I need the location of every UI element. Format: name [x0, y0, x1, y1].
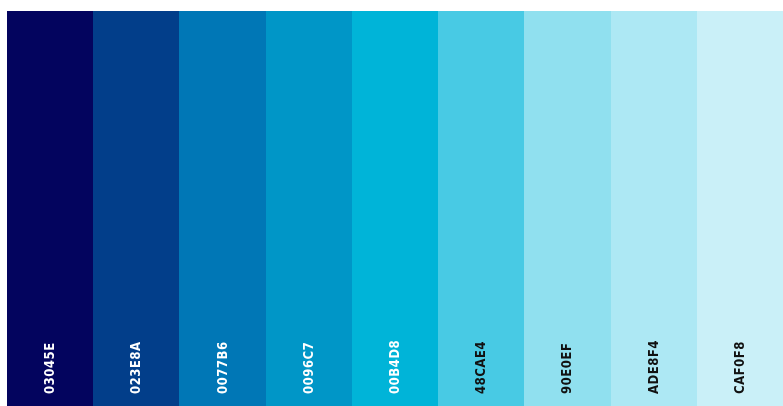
- color-swatch[interactable]: 03045E: [7, 11, 94, 406]
- swatch-hex-code: 023E8A: [129, 341, 145, 394]
- swatch-hex-code: ADE8F4: [646, 339, 662, 394]
- color-swatch[interactable]: CAF0F8: [696, 11, 783, 406]
- swatch-hex-code: 0096C7: [301, 341, 317, 394]
- color-palette: 03045E 023E8A 0077B6 0096C7 00B4D8 48CAE…: [7, 11, 783, 406]
- color-swatch[interactable]: 0077B6: [179, 11, 266, 406]
- color-swatch[interactable]: 90E0EF: [524, 11, 611, 406]
- color-swatch[interactable]: 00B4D8: [351, 11, 439, 406]
- swatch-hex-code: 90E0EF: [560, 342, 576, 394]
- swatch-hex-code: 03045E: [43, 342, 59, 394]
- color-swatch[interactable]: 0096C7: [265, 11, 352, 406]
- swatch-hex-code: 0077B6: [215, 341, 231, 394]
- swatch-hex-code: 00B4D8: [387, 339, 403, 394]
- swatch-hex-code: 48CAE4: [474, 340, 490, 394]
- swatch-hex-code: CAF0F8: [732, 341, 748, 394]
- color-swatch[interactable]: 023E8A: [93, 11, 180, 406]
- color-swatch[interactable]: ADE8F4: [610, 11, 697, 406]
- color-swatch[interactable]: 48CAE4: [438, 11, 525, 406]
